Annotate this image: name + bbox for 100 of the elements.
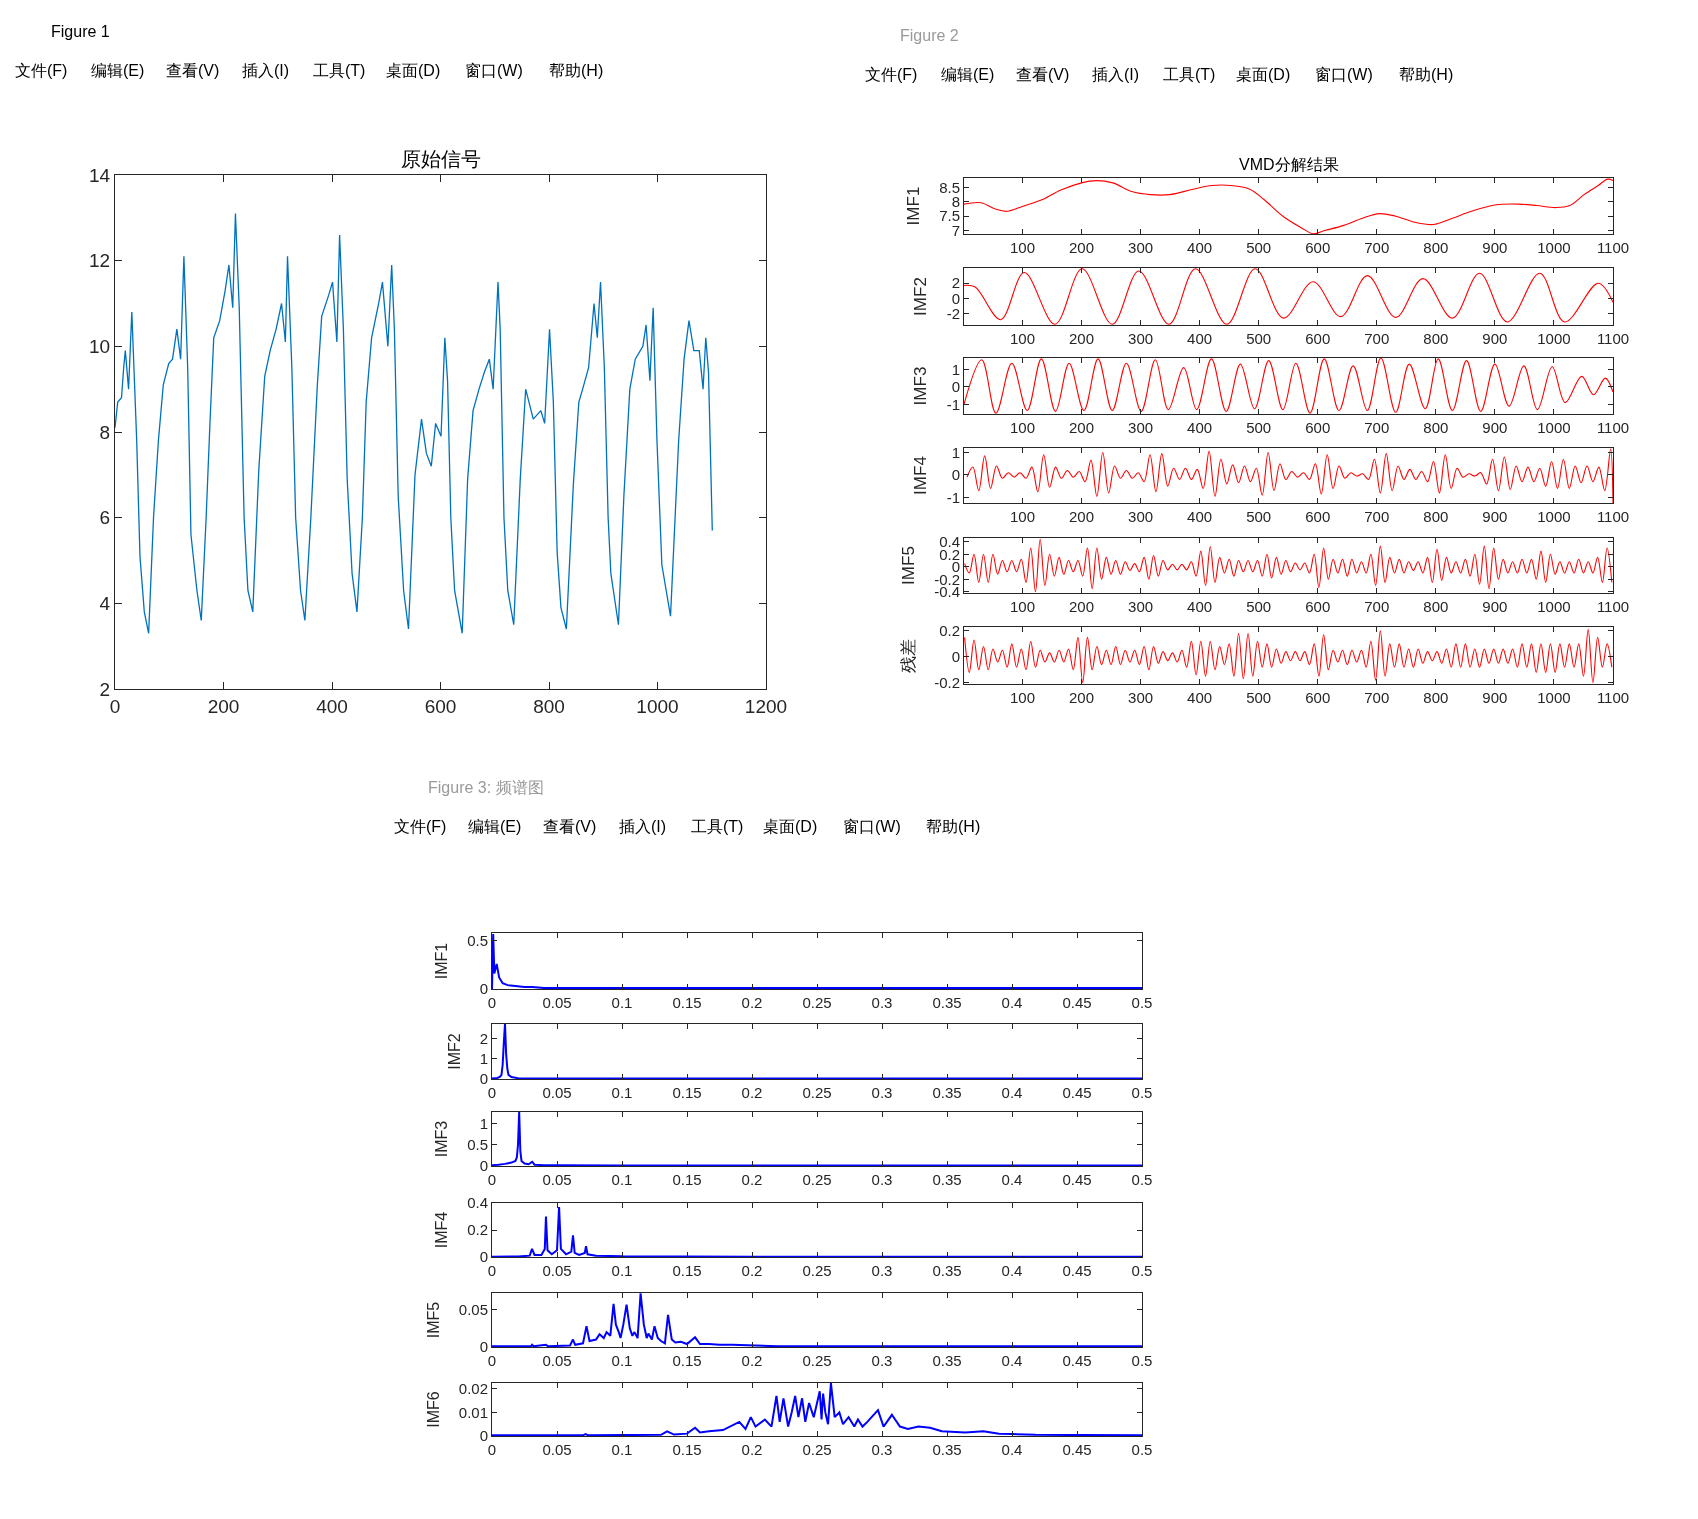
text: 文件(F) — [865, 66, 918, 83]
x-tick-label: 0.3 — [871, 994, 893, 1011]
x-tick-label: 0.4 — [1001, 1171, 1023, 1188]
x-tick-label: 200 — [1069, 508, 1095, 525]
x-tick-label: 300 — [1128, 419, 1154, 436]
x-tick-label: 0.3 — [871, 1441, 893, 1458]
x-tick-label: 0.45 — [1062, 1352, 1092, 1369]
x-tick-label: 200 — [207, 695, 240, 717]
x-tick-label: 800 — [1423, 330, 1449, 347]
y-tick-label: 10 — [89, 335, 111, 357]
x-tick-label: 900 — [1482, 419, 1508, 436]
x-tick-label: 500 — [1246, 239, 1272, 256]
y-tick-label: 12 — [89, 250, 111, 272]
x-tick-label: 0.4 — [1001, 1441, 1023, 1458]
y-tick-label: 1 — [951, 360, 960, 378]
x-tick-label: 0.35 — [932, 1171, 962, 1188]
x-tick-label: 600 — [1305, 598, 1331, 615]
caption: Figure 3: 频谱图 — [428, 779, 544, 796]
y-axis-title: IMF2 — [445, 1033, 463, 1070]
y-axis-title: IMF4 — [433, 1211, 451, 1249]
y-tick-label: 0 — [951, 378, 960, 396]
text: 工具(T) — [1163, 66, 1216, 83]
x-tick-label: 0.15 — [672, 1352, 702, 1369]
x-tick-label: 0.3 — [871, 1171, 893, 1188]
x-tick-label: 1000 — [1537, 239, 1571, 256]
line-series — [492, 1383, 1142, 1436]
y-axis-title: IMF1 — [433, 942, 451, 980]
y-tick-label: 0 — [951, 289, 960, 307]
line-series — [492, 1206, 1142, 1257]
chart-title: VMD分解结果 — [1239, 156, 1339, 173]
x-tick-label: 0.5 — [1131, 1262, 1153, 1279]
y-tick-label: 0 — [951, 648, 960, 666]
x-tick-label: 0.15 — [672, 1262, 702, 1279]
x-tick-label: 0.5 — [1131, 1171, 1153, 1188]
x-tick-label: 700 — [1364, 330, 1390, 347]
x-tick-label: 0.1 — [611, 994, 633, 1011]
x-tick-label: 600 — [424, 695, 457, 717]
text: 帮助(H) — [1399, 66, 1454, 83]
x-tick-label: 800 — [1423, 598, 1449, 615]
y-tick-label: 0 — [479, 1248, 488, 1266]
x-tick-label: 1000 — [1537, 689, 1571, 706]
x-tick-label: 300 — [1128, 330, 1154, 347]
x-tick-label: 0.2 — [741, 1262, 763, 1279]
x-tick-label: 1100 — [1596, 598, 1630, 615]
x-tick-label: 0.2 — [741, 994, 763, 1011]
x-tick-label: 0.4 — [1001, 1084, 1023, 1101]
x-tick-label: 0.05 — [542, 1171, 572, 1188]
line-series — [492, 933, 1142, 989]
text: 编辑(E) — [468, 818, 522, 835]
y-axis-title: IMF4 — [911, 456, 931, 495]
caption: Figure 2 — [900, 27, 959, 44]
line-series — [964, 268, 1613, 325]
y-tick-label: 1 — [479, 1049, 488, 1067]
y-axis-title: IMF5 — [424, 1301, 442, 1339]
x-tick-label: 0.45 — [1062, 1441, 1092, 1458]
x-tick-label: 1000 — [636, 695, 679, 717]
x-tick-label: 100 — [1009, 419, 1035, 436]
y-tick-label: 0 — [951, 466, 960, 484]
y-tick-label: 0.05 — [458, 1301, 488, 1319]
y-tick-label: 1 — [479, 1114, 488, 1132]
line-series — [964, 629, 1613, 684]
x-tick-label: 1100 — [1596, 239, 1630, 256]
x-tick-label: 400 — [316, 695, 348, 717]
x-tick-label: 0.4 — [1001, 1262, 1023, 1279]
x-tick-label: 800 — [1423, 239, 1449, 256]
x-tick-label: 800 — [1423, 419, 1449, 436]
y-tick-label: 0.4 — [939, 533, 960, 550]
x-tick-label: 0.15 — [672, 1171, 702, 1188]
x-tick-label: 1000 — [1537, 330, 1571, 347]
x-tick-label: 600 — [1305, 689, 1331, 706]
chart-title: 原始信号 — [401, 148, 481, 170]
y-tick-label: 0 — [479, 1338, 488, 1356]
x-tick-label: 0.15 — [672, 1441, 702, 1458]
x-tick-label: 0.3 — [871, 1084, 893, 1101]
line-series — [964, 538, 1613, 593]
x-tick-label: 0.25 — [802, 1084, 832, 1101]
x-tick-label: 500 — [1246, 330, 1272, 347]
text: 工具(T) — [691, 818, 744, 835]
x-tick-label: 1100 — [1596, 689, 1630, 706]
y-tick-label: 0 — [479, 980, 488, 998]
x-tick-label: 700 — [1364, 689, 1390, 706]
x-tick-label: 0.25 — [802, 1262, 832, 1279]
y-tick-label: 0.02 — [458, 1380, 488, 1398]
text: 插入(I) — [1092, 66, 1140, 83]
text: 工具(T) — [313, 62, 366, 79]
y-axis-title: IMF2 — [911, 277, 931, 316]
text: 文件(F) — [394, 818, 447, 835]
text: 查看(V) — [543, 818, 597, 835]
x-tick-label: 600 — [1305, 508, 1331, 525]
text: 桌面(D) — [763, 818, 818, 835]
x-tick-label: 0.05 — [542, 1084, 572, 1101]
y-axis-title: IMF3 — [433, 1120, 451, 1158]
x-tick-label: 0.05 — [542, 994, 572, 1011]
text: 插入(I) — [242, 62, 290, 79]
x-tick-label: 0.45 — [1062, 1262, 1092, 1279]
x-tick-label: 0.2 — [741, 1084, 763, 1101]
x-tick-label: 0.5 — [1131, 1084, 1153, 1101]
y-tick-label: 0 — [479, 1070, 488, 1088]
x-tick-label: 700 — [1364, 419, 1390, 436]
x-tick-label: 700 — [1364, 508, 1390, 525]
